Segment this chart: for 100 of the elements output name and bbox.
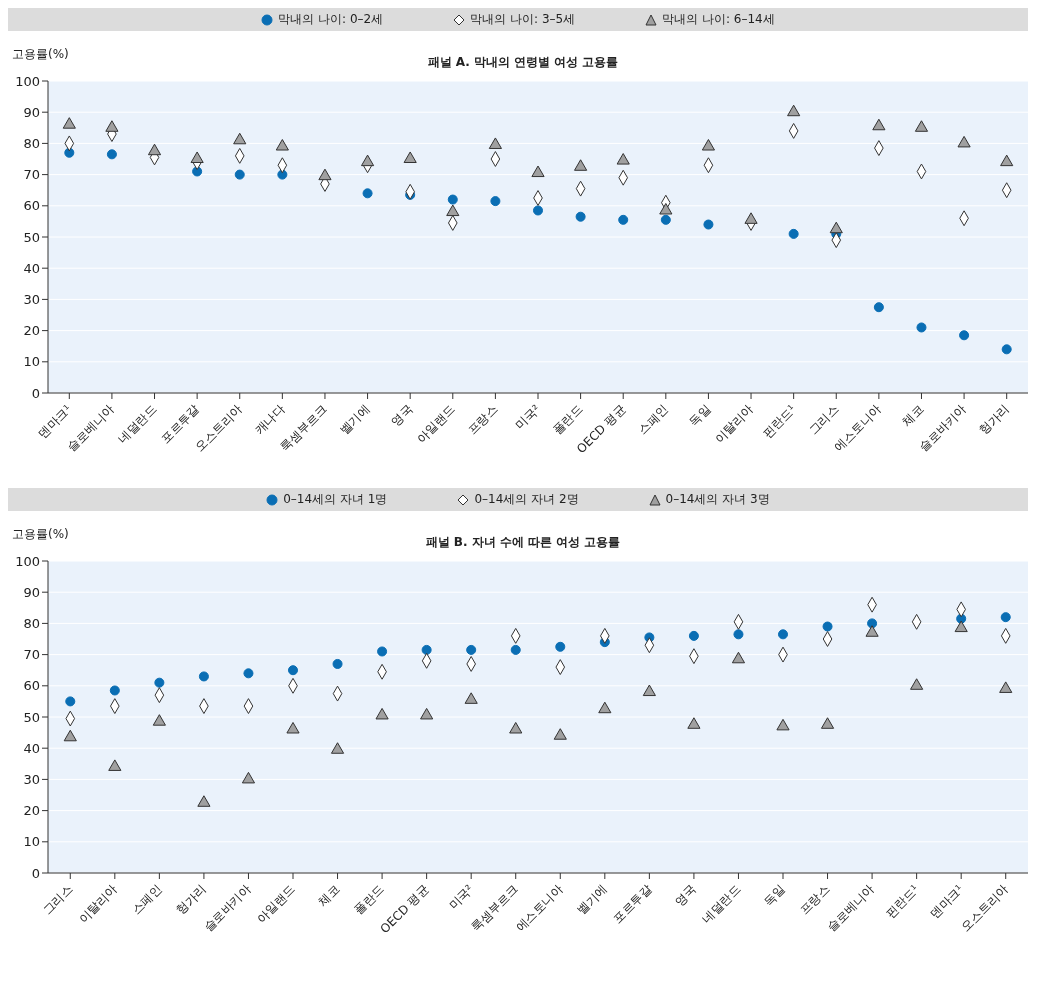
x-tick-label: 영국 <box>671 882 699 909</box>
point <box>688 630 699 641</box>
point <box>555 641 566 652</box>
point <box>575 211 586 222</box>
y-tick-label: 30 <box>23 292 40 308</box>
point <box>420 707 434 720</box>
point <box>642 684 656 697</box>
legend-label: 막내의 나이: 6–14세 <box>661 11 775 28</box>
y-axis-title: 고용률(%) <box>12 526 69 543</box>
point <box>488 137 502 149</box>
point <box>1000 154 1014 167</box>
point <box>598 701 612 714</box>
y-tick-label: 0 <box>31 385 40 401</box>
y-tick-label: 90 <box>23 104 40 120</box>
point <box>464 692 478 704</box>
point <box>616 153 630 165</box>
y-tick-label: 90 <box>23 584 40 600</box>
point <box>446 204 460 217</box>
point <box>553 728 567 740</box>
y-axis-title: 고용률(%) <box>12 46 69 63</box>
y-tick-label: 100 <box>15 73 40 89</box>
point <box>197 795 211 807</box>
point <box>510 644 521 655</box>
y-tick-label: 0 <box>31 865 40 881</box>
point <box>659 202 673 215</box>
point <box>447 194 458 205</box>
y-tick-label: 80 <box>23 616 40 632</box>
y-tick-label: 80 <box>23 136 40 152</box>
y-tick-label: 70 <box>23 647 40 663</box>
point <box>63 729 77 742</box>
point <box>509 721 523 734</box>
y-tick-label: 60 <box>23 198 40 214</box>
point <box>910 678 924 690</box>
point <box>332 658 343 669</box>
point <box>1000 612 1011 623</box>
point <box>234 169 245 180</box>
point <box>466 644 477 655</box>
point <box>916 322 927 333</box>
legend-label: 막내의 나이: 0–2세 <box>277 11 384 28</box>
point <box>777 629 789 640</box>
point <box>822 621 833 632</box>
point <box>198 671 209 682</box>
point <box>287 665 299 676</box>
point <box>703 219 714 230</box>
legend-label: 0–14세의 자녀 3명 <box>664 491 770 508</box>
point <box>152 714 166 726</box>
chart-title: 패널 B. 자녀 수에 따른 여성 고용률 <box>425 535 621 549</box>
point <box>787 104 801 117</box>
point <box>105 120 119 132</box>
x-tick-label: 영국 <box>388 402 416 429</box>
legend-label: 막내의 나이: 3–5세 <box>469 11 576 28</box>
y-tick-label: 100 <box>15 553 40 569</box>
y-tick-label: 60 <box>23 678 40 694</box>
point <box>421 644 432 655</box>
point <box>147 143 162 156</box>
point <box>241 771 256 784</box>
y-tick-label: 20 <box>23 323 40 339</box>
point <box>243 668 254 679</box>
point <box>330 742 345 754</box>
legend-label: 0–14세의 자녀 2명 <box>473 491 579 508</box>
point <box>154 677 165 688</box>
point <box>106 149 117 160</box>
point <box>954 620 968 633</box>
point <box>360 154 375 167</box>
point <box>375 707 389 720</box>
y-tick-label: 50 <box>23 709 40 725</box>
x-tick-label: 독일 <box>686 402 714 429</box>
point <box>286 721 300 734</box>
point <box>873 302 884 313</box>
point <box>959 330 970 341</box>
point <box>65 696 76 707</box>
y-tick-label: 10 <box>23 354 40 370</box>
point <box>62 117 76 129</box>
point <box>872 118 886 131</box>
point <box>701 139 716 151</box>
point <box>377 646 388 657</box>
chart-title: 패널 A. 막내의 연령별 여성 고용률 <box>427 55 619 69</box>
x-tick-label: 독일 <box>761 882 788 909</box>
point <box>618 214 629 225</box>
legend-label: 0–14세의 자녀 1명 <box>282 491 388 508</box>
point <box>190 151 204 164</box>
point <box>829 221 843 234</box>
point <box>865 625 879 637</box>
point <box>403 151 417 164</box>
y-tick-label: 50 <box>23 229 40 245</box>
x-tick-label: 체코 <box>315 882 343 909</box>
y-tick-label: 70 <box>23 167 40 183</box>
point <box>1001 344 1012 355</box>
point <box>531 165 545 178</box>
point <box>744 212 758 224</box>
point <box>233 132 247 145</box>
point <box>914 120 929 132</box>
point <box>318 168 332 181</box>
point <box>687 717 701 729</box>
point <box>574 159 588 171</box>
point <box>275 139 289 151</box>
y-tick-label: 40 <box>23 260 40 276</box>
point <box>362 188 373 199</box>
y-tick-label: 20 <box>23 803 40 819</box>
y-tick-label: 30 <box>23 772 40 788</box>
